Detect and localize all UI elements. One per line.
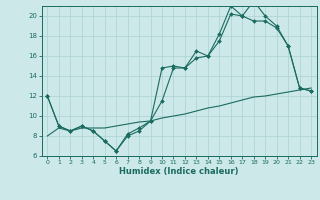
X-axis label: Humidex (Indice chaleur): Humidex (Indice chaleur): [119, 167, 239, 176]
